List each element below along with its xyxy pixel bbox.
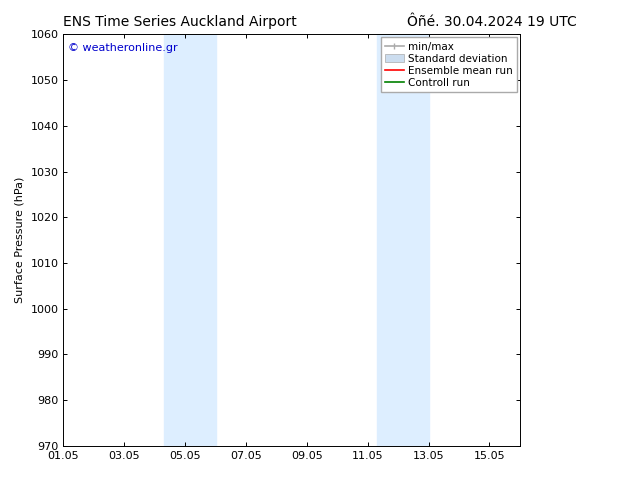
Text: ENS Time Series Auckland Airport: ENS Time Series Auckland Airport [63, 15, 297, 29]
Legend: min/max, Standard deviation, Ensemble mean run, Controll run: min/max, Standard deviation, Ensemble me… [381, 37, 517, 92]
Text: © weatheronline.gr: © weatheronline.gr [68, 43, 178, 52]
Bar [164, 34, 216, 446]
Bar [377, 34, 429, 446]
Text: Ôñé. 30.04.2024 19 UTC: Ôñé. 30.04.2024 19 UTC [407, 15, 577, 29]
Y-axis label: Surface Pressure (hPa): Surface Pressure (hPa) [15, 177, 25, 303]
